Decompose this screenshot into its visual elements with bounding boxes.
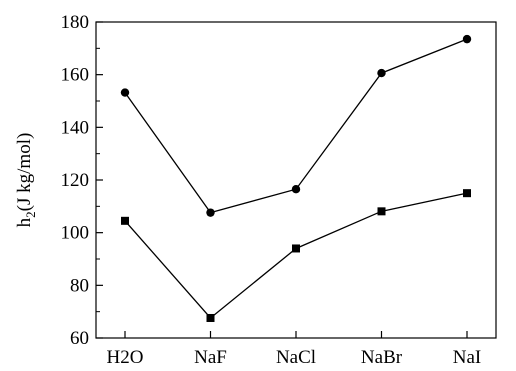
series-layer [120,34,472,322]
y-tick-label: 100 [61,223,90,244]
data-point-square [121,216,129,225]
data-point-circle [291,185,301,194]
y-tick-label: 160 [61,65,90,86]
data-point-circle [206,208,215,217]
x-tick-label: NaF [194,347,227,366]
y-axis-label: h2(J kg/mol) [14,133,38,228]
data-point-circle [120,88,130,97]
x-tick-label: NaI [453,347,481,366]
data-point-square [463,189,471,198]
x-tick-label: NaBr [361,347,403,366]
y-tick-label: 120 [61,170,90,191]
data-point-square [292,244,300,253]
data-point-square [206,313,215,322]
x-axis: H2O NaF NaCl NaBr NaI [107,331,481,368]
y-tick-label: 80 [70,275,89,296]
plot-frame [95,21,497,339]
x-tick-label: H2O [107,347,144,366]
series-line-2 [124,192,468,319]
data-point-circle [462,34,472,44]
data-point-circle [377,68,386,78]
y-tick-label: 60 [70,328,89,349]
x-tick-label: NaCl [276,347,316,366]
data-point-square [377,207,386,216]
y-axis: 60 80 100 120 140 160 180 [61,12,103,349]
y-tick-label: 140 [61,117,90,138]
y-tick-label: 180 [61,12,90,33]
